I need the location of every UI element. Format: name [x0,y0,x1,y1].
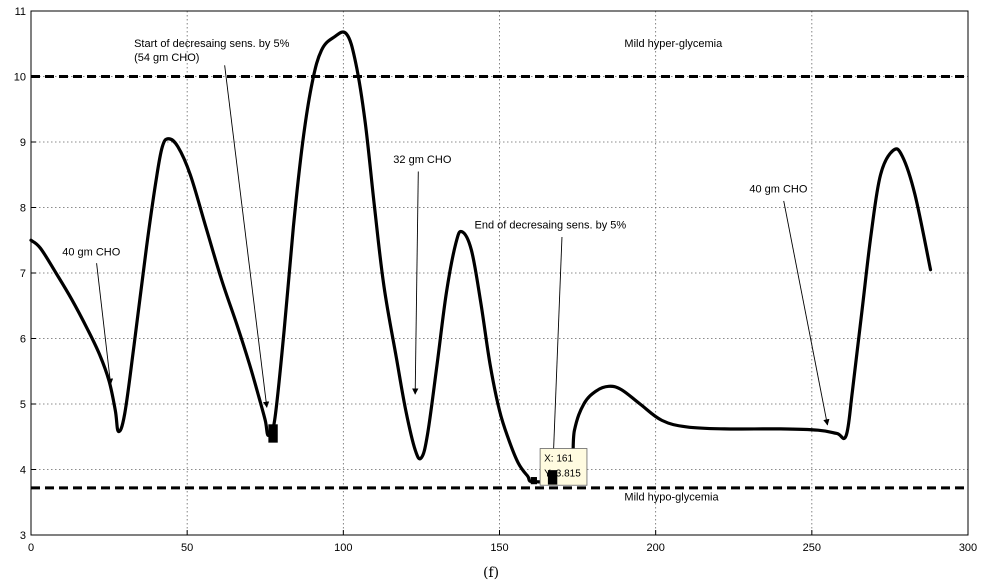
axes-box [30,10,969,536]
annotation-label: 32 gm CHO [393,154,452,166]
y-tick-label: 11 [15,6,26,18]
datatip-text: X: 161 [544,454,573,465]
x-tick-label: 250 [803,542,821,554]
y-tick-label: 5 [20,399,26,411]
data-marker [268,424,278,443]
annotation-arrow [549,236,563,476]
reference-line-label: Mild hypo-glycemia [624,491,719,503]
x-tick-label: 150 [490,542,508,554]
y-tick-label: 9 [20,137,26,149]
x-tick-label: 50 [181,542,193,554]
x-tick-label: 300 [959,542,977,554]
series-group [29,30,933,484]
datatip-text: Y: 3.815 [544,469,581,480]
y-tick-label: 4 [20,465,26,477]
annotation-label: (54 gm CHO) [134,52,199,64]
reference-lines [31,75,968,490]
y-tick-label: 8 [20,203,26,215]
y-tick-label: 6 [20,334,26,346]
annotation-arrows [96,65,830,476]
annotation-labels: Mild hyper-glycemia Mild hypo-glycemia X: … [62,38,808,503]
annotation-label: 40 gm CHO [62,246,121,258]
annotation-arrow [224,65,270,408]
glucose-series-line [29,30,933,484]
annotation-label: End of decresaing sens. by 5% [475,219,627,231]
x-tick-label: 200 [646,542,664,554]
y-tick-label: 7 [20,268,26,280]
tick-labels: 0 50 100 150 200 250 300 3 4 5 6 7 8 9 10 11 [14,6,977,554]
annotation-label: Start of decresaing sens. by 5% [134,38,290,50]
annotation-arrow [783,200,830,426]
reference-line-label: Mild hyper-glycemia [624,38,723,50]
y-tick-label: 10 [14,72,26,84]
x-tick-label: 0 [28,542,34,554]
figure-caption: (f) [483,565,499,581]
annotation-arrow [412,171,419,395]
y-tick-label: 3 [20,530,26,542]
x-tick-label: 100 [334,542,352,554]
marker-group [268,424,588,486]
annotation-arrow [96,263,114,385]
annotation-label: 40 gm CHO [749,183,808,195]
data-marker [530,477,537,485]
data-marker [547,470,558,485]
